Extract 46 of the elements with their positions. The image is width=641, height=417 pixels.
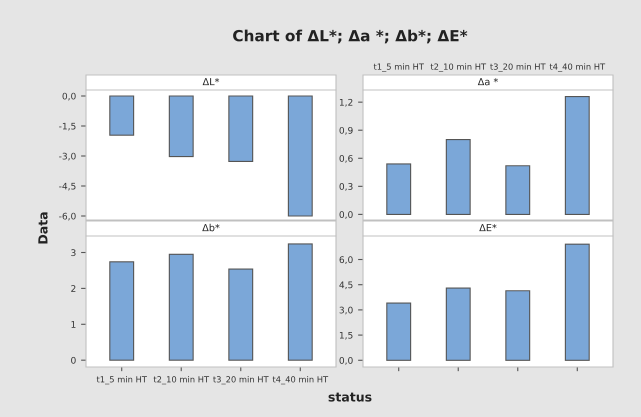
x-axis-title: status [328, 392, 372, 402]
y-tick-label: 0 [71, 356, 76, 364]
y-tick-label: 1,5 [340, 332, 352, 340]
bar [386, 163, 412, 215]
y-tick-label: 0,0 [62, 92, 76, 100]
y-tick-label: 3 [71, 249, 76, 256]
y-axis-title: Data [38, 212, 48, 244]
x-tick-label: t1_5 min HT [374, 63, 424, 72]
bar [288, 243, 313, 361]
bar [109, 261, 134, 361]
bar [564, 244, 590, 361]
y-tick-label: -6,0 [59, 212, 76, 220]
x-tick-label: t3_20 min HT [490, 63, 546, 72]
y-tick-label: 0,0 [340, 357, 353, 365]
y-tick-label: 3,0 [340, 306, 353, 314]
y-tick-label: -1,5 [59, 122, 76, 130]
y-tick-label: 0,6 [340, 155, 353, 163]
x-tick-label: t1_5 min HT [96, 376, 147, 384]
y-tick-label: 4,5 [339, 282, 352, 290]
y-tick-label: 2 [71, 285, 76, 292]
bar [446, 288, 471, 361]
y-tick-label: 0,3 [340, 183, 353, 191]
chart-title: ΔE* [479, 224, 497, 232]
x-tick-label: t4_40 min HT [272, 376, 328, 384]
bar [505, 165, 530, 215]
bar [564, 96, 590, 215]
text: Chart of ΔL*; Δa *; Δb*; ΔE* [233, 30, 468, 44]
x-tick-label: t2_10 min HT [430, 63, 486, 72]
x-tick-label: t3_20 min HT [213, 376, 269, 384]
y-tick-label: 1,2 [340, 98, 352, 107]
y-tick-label: 0,0 [340, 211, 353, 219]
chart-title: ΔL* [202, 78, 220, 86]
y-tick-label: 1 [72, 321, 76, 328]
x-tick-label: t4_40 min HT [550, 63, 606, 72]
y-tick-label: 0,9 [340, 126, 353, 135]
x-tick-label: t2_10 min HT [154, 376, 210, 384]
bar [228, 268, 254, 361]
bar [386, 302, 412, 361]
y-tick-label: 6,0 [340, 256, 353, 264]
y-tick-label: -4,5 [59, 182, 76, 190]
y-tick-label: -3,0 [59, 152, 76, 160]
bar [505, 290, 530, 361]
bar [446, 139, 471, 215]
bar [168, 254, 194, 361]
chart-title: Δb* [202, 224, 220, 232]
chart-title: Δa * [478, 78, 498, 86]
